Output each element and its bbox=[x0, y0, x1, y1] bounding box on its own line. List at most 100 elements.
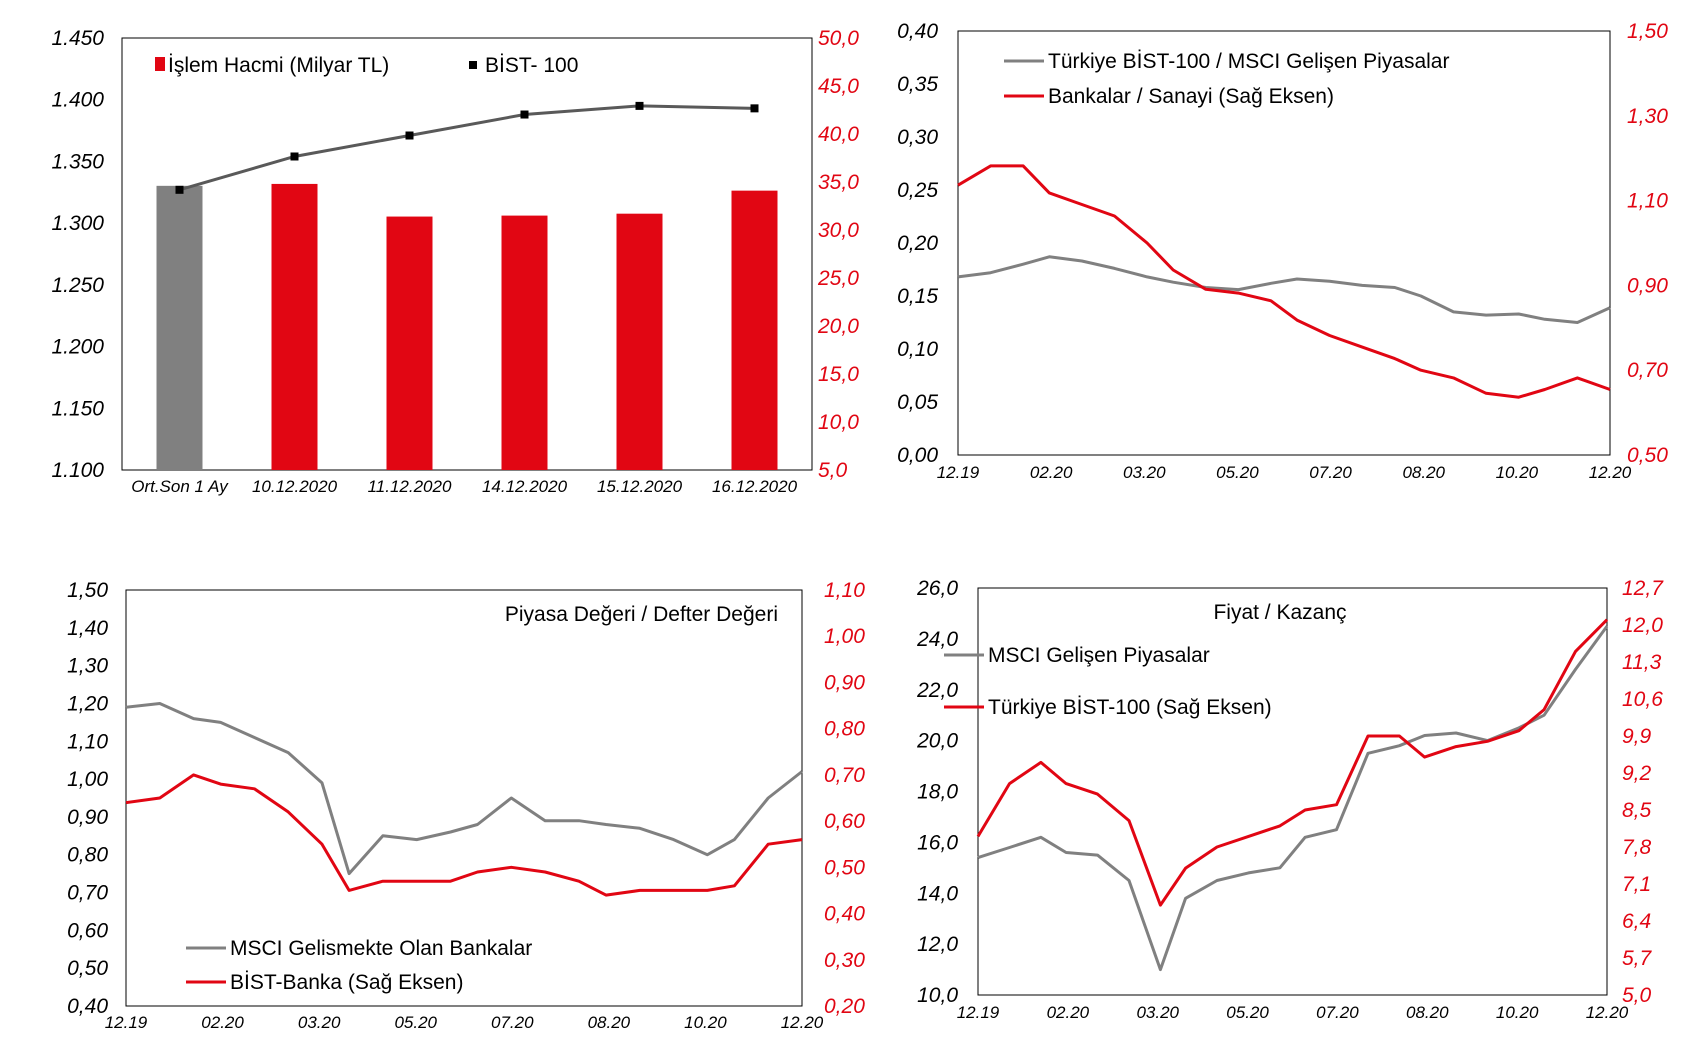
x-axis-category-label: 15.12.2020 bbox=[597, 477, 683, 496]
right-axis-tick-label: 50,0 bbox=[818, 27, 859, 50]
left-axis-tick-label: 0,10 bbox=[897, 338, 938, 361]
legend-label: BİST-Banka (Sağ Eksen) bbox=[230, 971, 463, 994]
x-axis-tick-label: 03.20 bbox=[298, 1013, 341, 1032]
left-axis-tick-label: 26,0 bbox=[916, 577, 958, 600]
left-axis-tick-label: 22,0 bbox=[916, 679, 958, 702]
right-axis-tick-label: 11,3 bbox=[1622, 651, 1662, 674]
x-axis-tick-label: 10.20 bbox=[684, 1013, 727, 1032]
plot-frame bbox=[121, 37, 813, 471]
x-axis-tick-label: 05.20 bbox=[1216, 463, 1259, 482]
left-axis-tick-label: 1.150 bbox=[51, 397, 104, 420]
bist100-line bbox=[179, 104, 755, 192]
right-axis-tick-label: 1,10 bbox=[824, 579, 865, 602]
bist100-marker bbox=[635, 101, 644, 110]
left-axis-tick-label: 1,00 bbox=[67, 768, 108, 791]
x-axis-tick-label: 02.20 bbox=[1047, 1003, 1090, 1022]
x-axis-tick-label: 05.20 bbox=[1226, 1003, 1269, 1022]
right-axis-tick-label: 1,30 bbox=[1627, 105, 1668, 128]
x-axis-tick-label: 07.20 bbox=[491, 1013, 534, 1032]
bist100-marker bbox=[290, 152, 299, 161]
x-axis-tick-label: 10.20 bbox=[1496, 1003, 1539, 1022]
left-axis-tick-label: 0,30 bbox=[897, 126, 938, 149]
left-axis-tick-label: 0,40 bbox=[67, 995, 108, 1018]
left-axis-tick-label: 1.250 bbox=[51, 274, 104, 297]
right-axis-tick-label: 40,0 bbox=[818, 123, 859, 146]
series-line bbox=[125, 773, 803, 897]
left-axis-tick-label: 0,70 bbox=[67, 882, 108, 905]
x-axis-tick-label: 08.20 bbox=[1406, 1003, 1449, 1022]
right-axis-tick-label: 0,30 bbox=[824, 949, 865, 972]
volume-bar bbox=[616, 213, 663, 470]
x-axis-tick-label: 12.20 bbox=[1589, 463, 1632, 482]
left-axis-tick-label: 1,50 bbox=[67, 579, 108, 602]
volume-bar bbox=[501, 215, 548, 470]
legend-label: BİST- 100 bbox=[485, 54, 578, 77]
left-axis-tick-label: 0,05 bbox=[897, 391, 938, 414]
bist100-marker bbox=[175, 185, 184, 194]
right-axis-tick-label: 0,20 bbox=[824, 995, 865, 1018]
left-axis-tick-label: 12,0 bbox=[917, 933, 958, 956]
right-axis-tick-label: 9,9 bbox=[1622, 725, 1652, 748]
left-axis-tick-label: 0,40 bbox=[897, 20, 938, 43]
chart-bist-msci-ratio: 0,40 0,35 0,30 0,25 0,20 0,15 0,10 0,05 0,00 1,50… bbox=[897, 20, 1668, 482]
legend-label: İşlem Hacmi (Milyar TL) bbox=[168, 54, 389, 77]
series-line bbox=[976, 618, 1609, 907]
x-axis-category-label: 11.12.2020 bbox=[368, 477, 452, 496]
x-axis-category-label: 10.12.2020 bbox=[252, 477, 338, 496]
x-axis-tick-label: 05.20 bbox=[394, 1013, 437, 1032]
left-axis-tick-label: 0,15 bbox=[897, 285, 938, 308]
bist100-marker bbox=[520, 110, 529, 119]
plot-frame bbox=[977, 587, 1608, 996]
series-line bbox=[977, 625, 1609, 972]
left-axis-tick-label: 1.450 bbox=[51, 27, 104, 50]
left-axis-tick-label: 0,25 bbox=[897, 179, 938, 202]
right-axis-tick-label: 7,1 bbox=[1622, 873, 1651, 896]
left-axis-tick-label: 1,20 bbox=[67, 692, 108, 715]
right-axis-tick-label: 12,0 bbox=[1622, 614, 1663, 637]
volume-bar bbox=[731, 190, 778, 470]
right-axis-tick-label: 35,0 bbox=[818, 171, 859, 194]
x-axis-tick-label: 02.20 bbox=[201, 1013, 244, 1032]
left-axis-tick-label: 0,80 bbox=[67, 844, 108, 867]
right-axis-tick-label: 0,50 bbox=[1627, 444, 1668, 467]
x-axis-tick-label: 12.19 bbox=[957, 1003, 1000, 1022]
left-axis-tick-label: 0,90 bbox=[67, 806, 108, 829]
right-axis-tick-label: 7,8 bbox=[1622, 836, 1652, 859]
right-axis-tick-label: 30,0 bbox=[818, 219, 859, 242]
right-axis-tick-label: 0,90 bbox=[824, 671, 865, 694]
x-axis-tick-label: 12.19 bbox=[937, 463, 980, 482]
left-axis-tick-label: 1.300 bbox=[51, 212, 104, 235]
right-axis-tick-label: 9,2 bbox=[1622, 762, 1652, 785]
x-axis-category-label: 16.12.2020 bbox=[712, 477, 798, 496]
left-axis-tick-label: 24,0 bbox=[916, 628, 958, 651]
left-axis-tick-label: 1,30 bbox=[67, 655, 108, 678]
legend-swatch-bar bbox=[155, 57, 165, 71]
x-axis-category-label: 14.12.2020 bbox=[482, 477, 568, 496]
chart-fk: 26,0 24,0 22,0 20,0 18,0 16,0 14,0 12,0 10,0 12,7… bbox=[916, 577, 1664, 1022]
left-axis-tick-label: 16,0 bbox=[917, 831, 958, 854]
x-axis-tick-label: 03.20 bbox=[1136, 1003, 1179, 1022]
x-axis-tick-label: 12.19 bbox=[105, 1013, 148, 1032]
legend-label: MSCI Gelişen Piyasalar bbox=[988, 644, 1210, 667]
legend-label: Türkiye BİST-100 (Sağ Eksen) bbox=[988, 696, 1272, 719]
series-line bbox=[957, 255, 1611, 324]
left-axis-tick-label: 14,0 bbox=[917, 882, 958, 905]
left-axis-tick-label: 0,35 bbox=[897, 73, 938, 96]
right-axis-tick-label: 5,0 bbox=[818, 459, 848, 482]
bist100-marker bbox=[405, 131, 414, 140]
right-axis-tick-label: 20,0 bbox=[817, 315, 859, 338]
left-axis-tick-label: 10,0 bbox=[917, 984, 958, 1007]
chart-volume-bist100: 1.450 1.400 1.350 1.300 1.250 1.200 1.150 1.100… bbox=[51, 27, 859, 496]
bist100-marker bbox=[750, 104, 759, 113]
right-axis-tick-label: 10,0 bbox=[818, 411, 859, 434]
chart-title: Piyasa Değeri / Defter Değeri bbox=[505, 603, 778, 626]
chart-pd-dd: 1,50 1,40 1,30 1,20 1,10 1,00 0,90 0,80 0,70 0,60… bbox=[67, 579, 865, 1032]
left-axis-tick-label: 0,50 bbox=[67, 957, 108, 980]
left-axis-tick-label: 1.350 bbox=[51, 150, 104, 173]
left-axis-tick-label: 1,40 bbox=[67, 617, 108, 640]
right-axis-tick-label: 0,80 bbox=[824, 718, 865, 741]
right-axis-tick-label: 12,7 bbox=[1622, 577, 1664, 600]
x-axis-category-label: Ort.Son 1 Ay bbox=[131, 477, 229, 496]
right-axis-tick-label: 1,00 bbox=[824, 625, 865, 648]
